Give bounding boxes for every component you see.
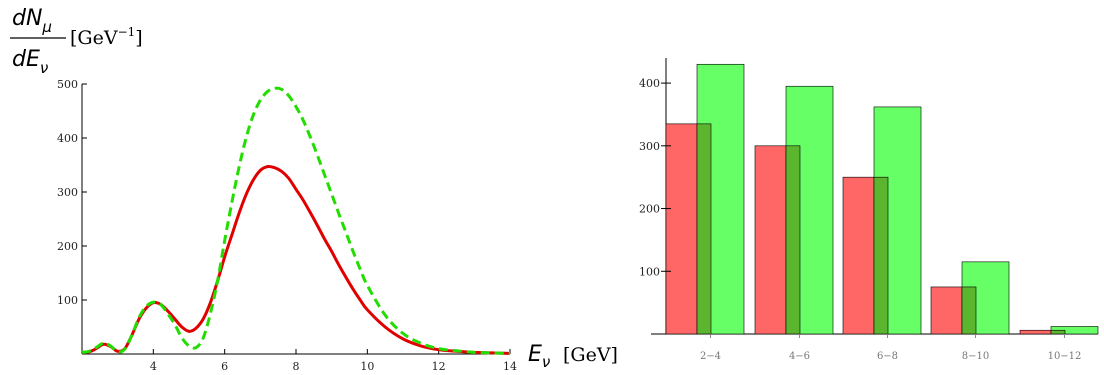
- svg-text:dNμ: dNμ: [12, 6, 52, 36]
- y-label-unit: [GeV: [70, 27, 118, 49]
- bar-overlap-10−12: [1050, 329, 1066, 335]
- line-chart-series: [81, 86, 511, 355]
- dashed-curve: [81, 86, 511, 355]
- y-tick-label: 100: [57, 294, 78, 307]
- bar-chart-ticks: 2−4 4−6 6−8 8−10 10−12 100 200 300 400: [639, 77, 1081, 362]
- bar-y-tick-label: 400: [639, 77, 660, 90]
- bar-overlap-4−6: [785, 145, 801, 335]
- svg-text:dEν: dEν: [12, 47, 48, 77]
- y-label-denominator-sub: ν: [40, 59, 48, 77]
- solid-curve: [81, 164, 511, 355]
- svg-text:Eν: Eν: [528, 342, 550, 371]
- y-label-unit-exp: −1: [118, 25, 136, 39]
- bar-y-tick-label: 200: [639, 203, 660, 216]
- y-tick-label: 400: [57, 132, 78, 145]
- bar-overlap-8−10: [961, 286, 977, 335]
- bar-y-tick-label: 300: [639, 140, 660, 153]
- svg-text:[GeV−1]: [GeV−1]: [70, 25, 143, 49]
- y-label-numerator: dN: [12, 6, 42, 31]
- x-tick-label: 8: [293, 360, 300, 373]
- bar-y-tick-label: 100: [639, 265, 660, 278]
- y-axis-label: dNμ dEν [GeV−1]: [10, 6, 143, 77]
- bar-category-label: 8−10: [962, 351, 989, 362]
- bar-chart-bars: [665, 63, 1099, 335]
- bar-category-label: 10−12: [1048, 351, 1082, 362]
- bar-overlap-6−8: [873, 176, 889, 335]
- x-tick-label: 4: [150, 360, 157, 373]
- y-tick-label: 500: [57, 78, 78, 91]
- bar-overlap-2−4: [696, 123, 712, 335]
- x-tick-label: 14: [503, 360, 517, 373]
- x-tick-label: 12: [432, 360, 446, 373]
- bar-category-label: 4−6: [789, 351, 810, 362]
- line-chart-ticks: 4 6 8 10 12 14 100 200 300 400 500: [57, 78, 517, 373]
- y-tick-label: 200: [57, 240, 78, 253]
- y-tick-label: 300: [57, 186, 78, 199]
- x-tick-label: 6: [221, 360, 228, 373]
- bar-category-label: 6−8: [877, 351, 898, 362]
- x-label-sub: ν: [542, 353, 550, 371]
- y-label-numerator-sub: μ: [41, 18, 52, 36]
- y-label-denominator: dE: [12, 47, 40, 72]
- x-tick-label: 10: [360, 360, 374, 373]
- x-axis-label: Eν [GeV]: [528, 342, 618, 371]
- bar-category-label: 2−4: [700, 351, 721, 362]
- x-label-unit: [GeV]: [563, 344, 618, 366]
- x-label-main: E: [528, 342, 542, 367]
- y-label-unit-close: ]: [135, 27, 142, 49]
- line-chart-axes: [81, 84, 510, 355]
- bar-chart-panel: 2−4 4−6 6−8 8−10 10−12 100 200 300 400: [639, 58, 1099, 362]
